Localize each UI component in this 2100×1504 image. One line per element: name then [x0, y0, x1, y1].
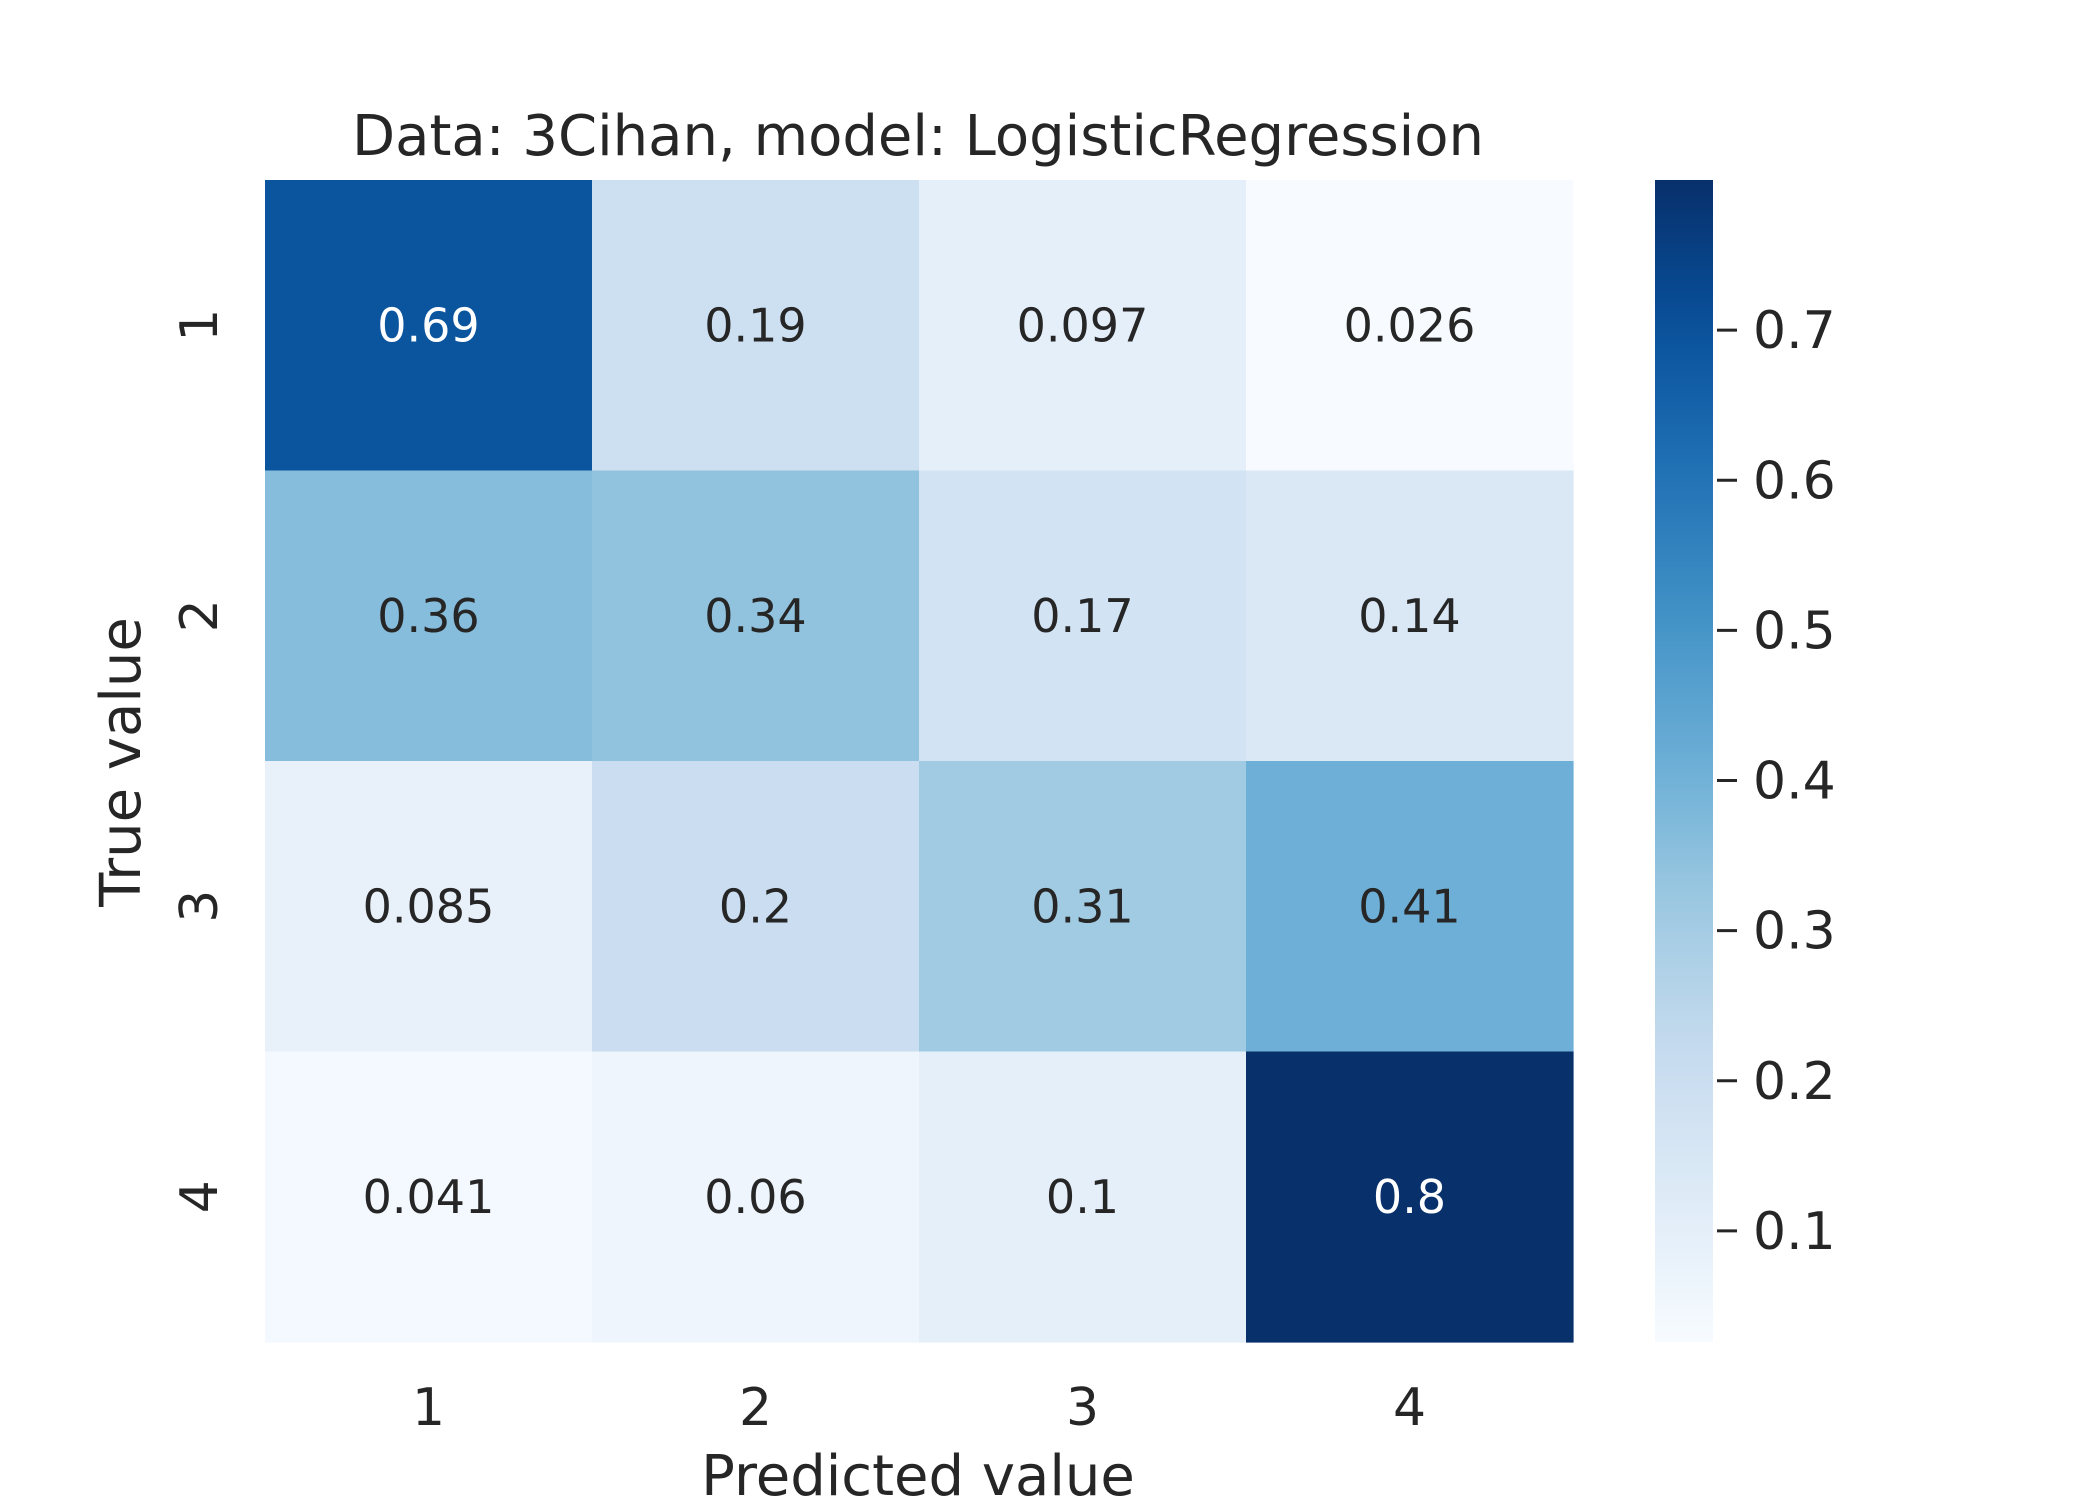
cell-label: 0.19: [704, 298, 806, 352]
heatmap-cell: [592, 1051, 920, 1343]
cell-label: 0.085: [363, 879, 495, 933]
x-tick-label: 3: [1066, 1378, 1099, 1438]
cell-label: 0.097: [1017, 298, 1149, 352]
y-tick-label: 2: [170, 599, 230, 632]
x-tick-label: 2: [739, 1378, 772, 1438]
cell-label: 0.17: [1031, 589, 1133, 643]
heatmap-cell: [919, 761, 1247, 1053]
cell-label: 0.14: [1358, 589, 1460, 643]
colorbar-tick-label: 0.2: [1753, 1052, 1836, 1112]
heatmap-cells: 0.69 0.19 0.097 0.026 0.36 0.34 0.17 0.14 0.085 0…: [265, 180, 1574, 1343]
x-axis-label: Predicted value: [701, 1444, 1135, 1500]
heatmap-cell: [265, 470, 593, 762]
colorbar-gradient: [1655, 180, 1713, 1342]
cell-label: 0.31: [1031, 879, 1133, 933]
x-axis-ticks: 1 2 3 4: [412, 1378, 1426, 1438]
cell-label: 0.041: [363, 1170, 495, 1224]
cell-label: 0.41: [1358, 879, 1460, 933]
heatmap-cell: [592, 180, 920, 472]
x-tick-label: 4: [1393, 1378, 1426, 1438]
cell-label: 0.06: [704, 1170, 806, 1224]
heatmap-cell: [265, 761, 593, 1053]
cell-label: 0.34: [704, 589, 806, 643]
heatmap-cell: [919, 180, 1247, 472]
heatmap-cell: [1246, 180, 1574, 472]
colorbar: 0.1 0.2 0.3 0.4 0.5 0.6 0.7: [1655, 180, 1836, 1342]
y-tick-label: 3: [170, 890, 230, 923]
x-tick-label: 1: [412, 1378, 445, 1438]
cell-label: 0.69: [377, 298, 479, 352]
colorbar-tick-label: 0.3: [1753, 902, 1836, 962]
colorbar-ticks: 0.1 0.2 0.3 0.4 0.5 0.6 0.7: [1717, 301, 1836, 1262]
colorbar-tick-label: 0.5: [1753, 601, 1836, 661]
colorbar-tick-label: 0.7: [1753, 301, 1836, 361]
heatmap-cell: [1246, 761, 1574, 1053]
heatmap-cell: [919, 470, 1247, 762]
cell-label: 0.8: [1373, 1170, 1446, 1224]
colorbar-tick-label: 0.1: [1753, 1202, 1836, 1262]
chart-title: Data: 3Cihan, model: LogisticRegression: [352, 104, 1484, 169]
heatmap-cell: [592, 761, 920, 1053]
cell-label: 0.1: [1046, 1170, 1119, 1224]
cell-label: 0.026: [1344, 298, 1476, 352]
heatmap-cell: [265, 1051, 593, 1343]
colorbar-tick-label: 0.6: [1753, 451, 1836, 511]
cell-label: 0.36: [377, 589, 479, 643]
heatmap-cell: [265, 180, 593, 472]
cell-label: 0.2: [719, 879, 792, 933]
heatmap-cell: [919, 1051, 1247, 1343]
colorbar-tick-label: 0.4: [1753, 752, 1836, 812]
heatmap-cell: [1246, 1051, 1574, 1343]
heatmap-cell: [1246, 470, 1574, 762]
y-axis-label: True value: [89, 617, 154, 908]
heatmap-cell: [592, 470, 920, 762]
y-tick-label: 1: [170, 309, 230, 342]
y-tick-label: 4: [170, 1180, 230, 1213]
y-axis-ticks: 1 2 3 4: [170, 309, 230, 1214]
